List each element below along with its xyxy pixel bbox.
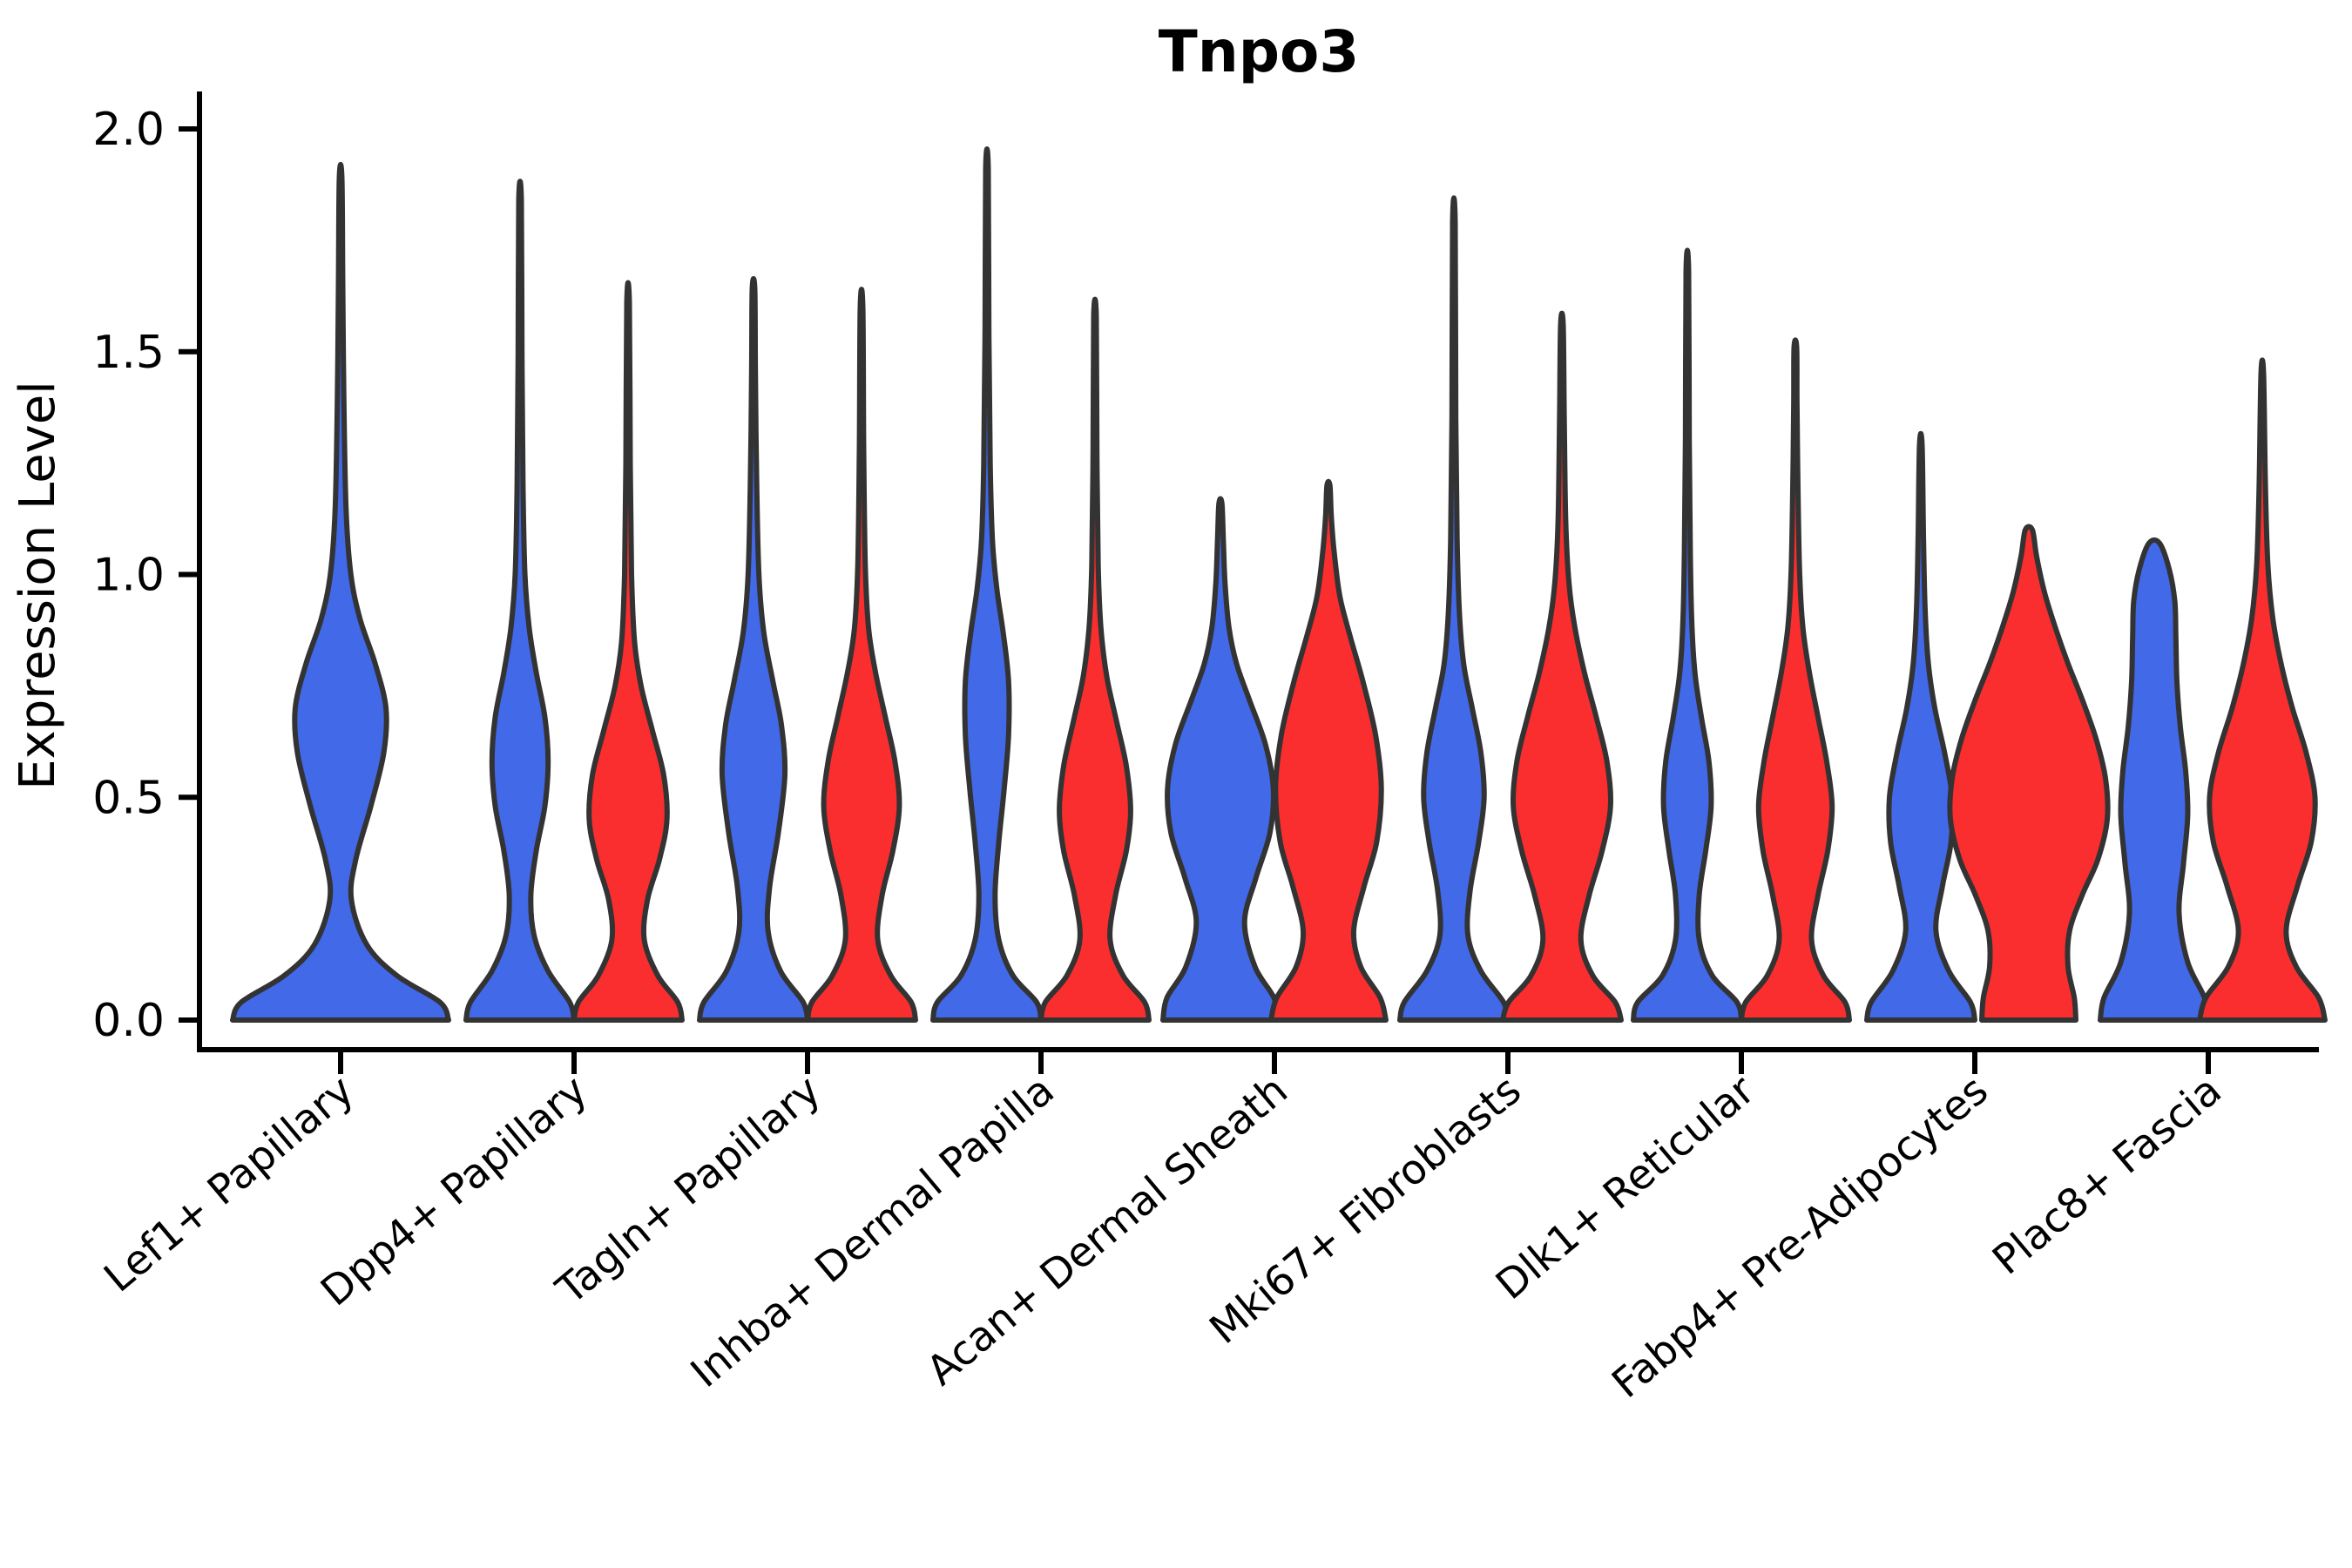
violin-red-fabp4-pre-adipocytes [1947, 524, 2111, 1023]
violin-blue-tagln-papillary [697, 275, 810, 1023]
violin-red-mki67-fibroblasts [1500, 310, 1624, 1023]
x-tick-label: Lef1+ Papillary [95, 1066, 362, 1301]
violin-red-plac8-fascia [2197, 357, 2328, 1023]
violin-blue-plac8-fascia [2098, 537, 2211, 1023]
chart-title: Tnpo3 [1159, 18, 1360, 85]
violin-shapes [230, 145, 2328, 1023]
y-tick-label: 1.5 [92, 327, 165, 379]
y-axis-ticks: 0.0 0.5 1.0 1.5 2.0 [92, 104, 199, 1047]
x-tick-label: Plac8+ Fascia [1984, 1066, 2231, 1284]
violin-red-dlk1-reticular [1739, 337, 1852, 1023]
violin-blue-fabp4-pre-adipocytes [1864, 430, 1977, 1023]
violin-red-tagln-papillary [805, 287, 918, 1023]
violin-blue-lef1-papillary [230, 161, 451, 1023]
violin-blue-inhba-dermal-papilla [930, 145, 1044, 1023]
y-tick-label: 1.0 [92, 550, 165, 602]
x-tick-label: Fabp4+ Pre-Adipocytes [1603, 1066, 1997, 1408]
violin-red-inhba-dermal-papilla [1038, 296, 1152, 1023]
violin-red-acan-dermal-sheath [1268, 478, 1389, 1023]
y-tick-label: 0.5 [92, 772, 165, 824]
y-tick-label: 2.0 [92, 104, 165, 156]
y-axis-label: Expression Level [10, 381, 66, 790]
violin-blue-dlk1-reticular [1631, 247, 1744, 1023]
violin-red-dpp4-papillary [571, 280, 685, 1023]
y-tick-label: 0.0 [92, 995, 165, 1047]
violin-blue-dpp4-papillary [463, 179, 577, 1023]
violin-blue-mki67-fibroblasts [1397, 195, 1511, 1023]
violin-blue-acan-dermal-sheath [1160, 496, 1281, 1023]
